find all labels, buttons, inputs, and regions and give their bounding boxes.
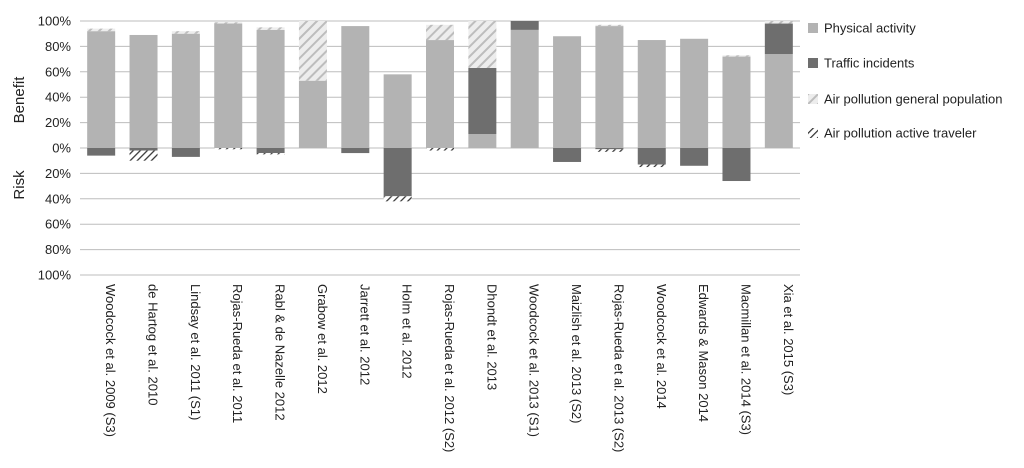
category-label: Grabow et al. 2012 [315,284,330,394]
bar-segment-physical-activity [129,34,158,148]
bar-segment-air-pollution-general-population [468,21,497,68]
bar-segment-physical-activity [383,74,412,148]
category-label: Rojas-Rueda et al. 2013 (S2) [611,284,626,452]
bar-segment-physical-activity [595,26,624,148]
category-label: Woodcock et al. 2009 (S3) [103,284,118,437]
bar-segment-physical-activity [637,40,666,148]
bar-segment-air-pollution-active-traveler [595,149,624,152]
y-tick-label: 80% [45,242,71,257]
bar-segment-physical-activity [764,54,793,148]
legend: Physical activity Traffic incidents Air po… [808,21,1003,141]
y-tick-label: 40% [45,90,71,105]
bars [87,21,793,202]
bar-segment-traffic-incidents [553,148,582,162]
bar-segment-air-pollution-general-population [256,27,285,30]
bar-segment-physical-activity [722,56,751,149]
bar-segment-physical-activity [214,23,243,148]
bar-segment-physical-activity [510,29,539,148]
y-tick-label: 60% [45,217,71,232]
bar-segment-traffic-incidents [764,23,793,55]
bar-segment-physical-activity [426,40,454,148]
bar-segment-air-pollution-general-population [595,24,624,27]
category-label: Maizlish et al. 2013 (S2) [569,284,584,423]
bar-segment-air-pollution-active-traveler [129,150,158,161]
bar-segment-air-pollution-general-population [87,28,116,32]
bar-segment-physical-activity [680,38,709,148]
axis-title-benefit: Benefit [11,76,28,124]
bar-segment-traffic-incidents [383,148,412,197]
category-label: Rojas-Rueda et al. 2012 (S2) [442,284,457,452]
legend-swatch [808,58,818,68]
bar-segment-traffic-incidents [468,67,497,135]
legend-label: Traffic incidents [824,56,915,71]
bar-segment-traffic-incidents [595,148,624,150]
y-axis-ticks: 100% 80% 60% 40% 20% 0% 20% 40% 60% 80% 100% [38,14,72,283]
category-label: Macmillan et al. 2014 (S3) [738,284,753,435]
bar-segment-air-pollution-active-traveler [256,153,285,155]
bar-segment-traffic-incidents [129,148,158,151]
bar-segment-physical-activity [341,26,370,148]
bar-segment-traffic-incidents [87,148,116,156]
bar-segment-traffic-incidents [341,148,370,154]
category-label: Jarrett et al. 2012 [357,284,372,385]
bar-segment-air-pollution-active-traveler [426,148,454,151]
y-tick-label: 20% [45,115,71,130]
legend-swatch [808,23,818,33]
y-tick-label: 100% [38,268,72,283]
bar-segment-air-pollution-general-population [171,31,200,34]
bar-segment-traffic-incidents [510,21,539,30]
legend-swatch [808,128,818,138]
bar-segment-traffic-incidents [637,148,666,165]
bar-segment-traffic-incidents [680,148,709,166]
category-label: Edwards & Mason 2014 [696,284,711,422]
category-label: Xia et al. 2015 (S3) [781,284,796,395]
category-label: Dhondt et al. 2013 [484,284,499,390]
bar-segment-physical-activity [171,33,200,149]
axis-title-risk: Risk [11,170,28,200]
bar-segment-physical-activity [553,36,582,148]
bar-segment-traffic-incidents [171,148,200,157]
legend-label: Air pollution active traveler [824,126,977,141]
category-label: Holm et al. 2012 [400,284,415,379]
bar-segment-traffic-incidents [256,148,285,154]
y-tick-label: 40% [45,191,71,206]
bar-segment-air-pollution-active-traveler [214,148,243,150]
bar-segment-air-pollution-active-traveler [637,164,666,168]
y-tick-label: 80% [45,39,71,54]
bar-segment-air-pollution-general-population [426,24,454,41]
bar-segment-physical-activity [468,134,497,148]
bar-segment-air-pollution-general-population [214,22,243,24]
bar-segment-air-pollution-general-population [764,21,793,24]
y-tick-label: 100% [38,14,72,29]
legend-label: Physical activity [824,21,916,36]
category-label: Lindsay et al. 2011 (S1) [188,284,203,420]
y-tick-label: 20% [45,166,71,181]
y-tick-label: 60% [45,64,71,79]
legend-label: Air pollution general population [824,92,1003,107]
category-label: Woodcock et al. 2013 (S1) [527,284,542,437]
bar-segment-air-pollution-general-population [722,55,751,57]
category-label: Rojas-Rueda et al. 2011 [230,284,245,423]
bar-segment-physical-activity [256,29,285,148]
bar-segment-physical-activity [87,31,116,148]
bar-segment-traffic-incidents [722,148,751,182]
category-label: Rabl & de Nazelle 2012 [273,284,288,421]
legend-swatch [808,94,818,104]
category-label: de Hartog et al. 2010 [146,284,161,405]
bar-segment-air-pollution-general-population [298,21,327,81]
category-label: Woodcock et al. 2014 [654,284,669,409]
x-axis-category-labels: Woodcock et al. 2009 (S3) de Hartog et al… [103,284,796,452]
bar-segment-physical-activity [298,80,327,148]
bar-segment-air-pollution-active-traveler [383,196,412,202]
y-tick-label: 0% [52,141,71,156]
